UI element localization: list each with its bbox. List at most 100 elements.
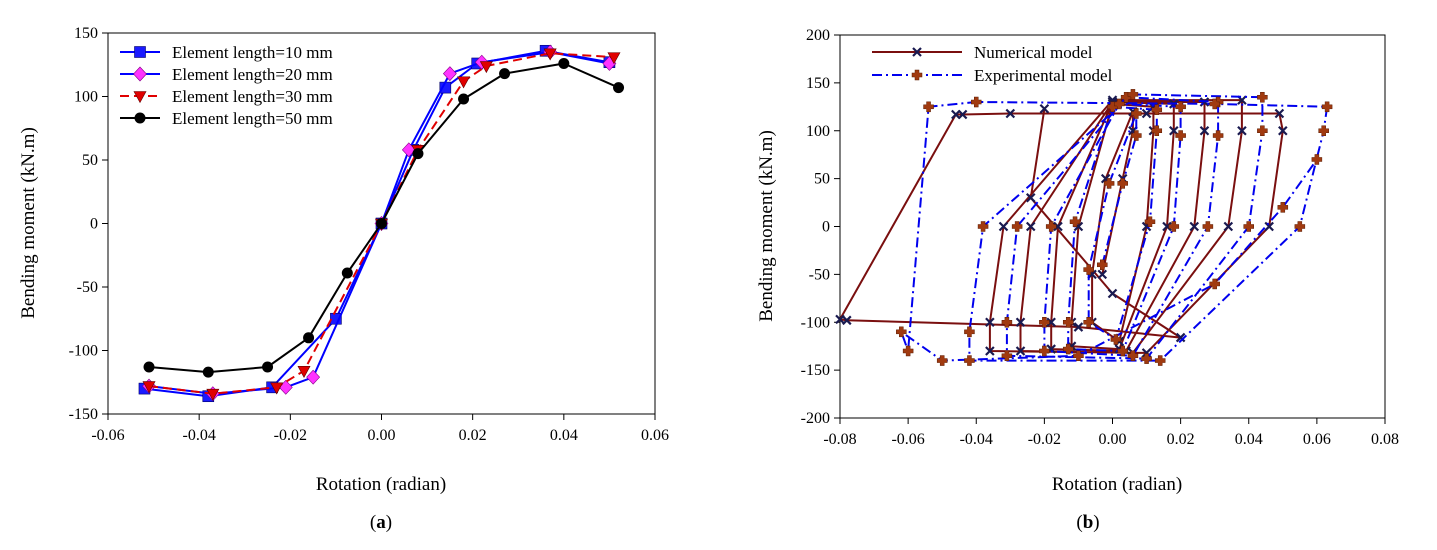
panel-b-legend-marker-2: [911, 69, 923, 81]
panel-b-series-2-point: [1175, 130, 1186, 141]
panel-b-series-2: [896, 89, 1333, 366]
panel-b-series-2-point: [1212, 130, 1224, 141]
panel-b-series-1-point: [1097, 269, 1108, 280]
panel-a-y-axis-title: Bending moment (kN.m): [18, 127, 39, 319]
panel-b-series-1-point: [1237, 125, 1247, 136]
panel-b-series-1-point: [1046, 317, 1056, 328]
panel-b-series-2-point: [1011, 221, 1023, 232]
panel-b-series-1-point: [1073, 322, 1084, 332]
panel-b-series-2-point: [1083, 264, 1094, 275]
panel-a-legend-label-1: Element length=10 mm: [172, 43, 333, 62]
panel-b-series-1-point: [1107, 288, 1118, 299]
panel-a-x-axis-title: Rotation (radian): [316, 474, 446, 495]
panel-a-legend-label-4: Element length=50 mm: [172, 109, 333, 128]
panel-a-series-4-point: [303, 332, 315, 344]
panel-b-series-2-point: [1141, 353, 1152, 364]
panel-a-legend-label-2: Element length=20 mm: [172, 65, 333, 84]
panel-b-label-close: ): [1093, 512, 1099, 533]
panel-b-series-2-point: [1311, 154, 1323, 165]
panel-a-y-tick-label: -100: [69, 343, 98, 360]
panel-b-x-tick-label: 0.00: [1099, 431, 1127, 448]
panel-a-series-4-point: [341, 267, 353, 279]
panel-b-series-2-point: [902, 345, 914, 357]
panel-b-series-2-point: [1117, 178, 1128, 189]
panel-b-x-axis: -0.08 -0.06 -0.04 -0.02 0.00 0.02 0.04 0.06 0.08: [823, 418, 1399, 448]
panel-b-series-1-point: [1015, 317, 1026, 328]
panel-b-series-2-point: [1154, 355, 1166, 366]
panel-a-series-3-point: [457, 76, 471, 89]
panel-b-series: [835, 89, 1333, 366]
panel-a-y-tick-label: -50: [77, 279, 98, 296]
panel-a-series-4-point: [558, 57, 570, 69]
panel-b-y-tick-label: 0: [822, 219, 830, 236]
panel-a-series-4-point: [376, 218, 387, 229]
panel-b-series-2-point: [1202, 221, 1214, 232]
panel-a-chart: -0.06 -0.04 -0.02 0.00 0.02 0.04 0.06 -150 -100…: [18, 25, 669, 533]
panel-b-series-2-point: [1001, 350, 1013, 362]
panel-b-x-axis-title: Rotation (radian): [1052, 474, 1182, 495]
panel-a-legend-marker-3: [133, 91, 147, 104]
panel-b-series-1-point: [998, 221, 1009, 232]
panel-b-series-2-point: [1294, 221, 1306, 232]
panel-b-series-2-point: [923, 101, 934, 113]
panel-b-series-2-point: [896, 326, 907, 338]
panel-b-series-1-point: [1039, 103, 1050, 114]
panel-b-y-axis: -200 -150 -100 -50 0 50 100 150 200: [801, 27, 840, 427]
panel-a-label: (a): [370, 512, 392, 533]
panel-b-chart: -0.08 -0.06 -0.04 -0.02 0.00 0.02 0.04 0.06 0.08…: [756, 27, 1399, 533]
panel-b-y-tick-label: 100: [806, 123, 830, 140]
panel-b-series-2-point: [1257, 91, 1268, 103]
panel-b-x-tick-label: 0.04: [1235, 431, 1263, 448]
panel-a-legend-marker-2: [133, 66, 147, 82]
panel-b-series-1-point: [842, 315, 852, 326]
panel-b-y-tick-label: -150: [801, 362, 830, 379]
panel-b-y-tick-label: -100: [801, 314, 830, 331]
panel-b-series-2-point: [1151, 125, 1163, 136]
panel-b-x-tick-label: -0.08: [823, 431, 856, 448]
panel-a-y-tick-label: -150: [69, 406, 98, 423]
panel-a-label-close: ): [386, 512, 392, 533]
panel-b-series-2-point: [1062, 343, 1074, 355]
panel-b-series-1-point: [1025, 221, 1036, 232]
panel-b-series-2-point: [1001, 317, 1013, 328]
panel-b-legend-label-2: Experimental model: [974, 66, 1113, 85]
panel-a-series-4-point: [202, 366, 214, 378]
panel-a-x-tick-label: 0.00: [368, 427, 396, 444]
panel-a-series-3-point: [206, 388, 220, 401]
panel-a-series-2-point: [306, 369, 321, 385]
panel-b-series-1-point: [1053, 221, 1063, 232]
panel-a-legend-label-3: Element length=30 mm: [172, 87, 333, 106]
panel-b-series-2-line: [900, 93, 1329, 362]
panel-b-series-2-point: [1083, 317, 1094, 328]
panel-b-series-2-point: [1318, 125, 1329, 136]
panel-a-series-4-point: [262, 361, 274, 373]
panel-b-legend-marker-1: [912, 47, 922, 57]
panel-b-series-2-point: [936, 355, 948, 366]
panel-b-series-2-point: [1062, 317, 1074, 328]
panel-a-label-letter: a: [376, 512, 386, 533]
panel-b-series-2-point: [1117, 345, 1128, 357]
panel-b-series-2-point: [964, 326, 975, 338]
panel-b-y-tick-label: 150: [806, 75, 830, 92]
panel-b-series-1-point: [1162, 221, 1172, 232]
panel-b-series-1-point: [1015, 346, 1026, 356]
panel-b-series-1-point: [1189, 221, 1200, 232]
panel-b-y-tick-label: 200: [806, 27, 830, 44]
panel-b-y-axis-title: Bending moment (kN.m): [756, 130, 777, 322]
panel-b-series-2-point: [1127, 350, 1139, 362]
panel-b-series-2-point: [1039, 345, 1050, 357]
panel-b-series-2-point: [1110, 334, 1122, 345]
panel-a-series-2-point: [442, 66, 457, 82]
panel-b-x-tick-label: -0.04: [960, 431, 993, 448]
panel-b-series-1-point: [1005, 108, 1016, 119]
panel-a-series-3-point: [479, 61, 493, 74]
panel-b-series-2-point: [1175, 101, 1186, 113]
panel-b-label-open: (: [1076, 512, 1082, 533]
panel-a-x-tick-label: -0.06: [91, 427, 124, 444]
panel-a-legend-marker-1: [134, 46, 146, 58]
panel-a-y-tick-label: 100: [74, 89, 98, 106]
panel-b-series-2-point: [1151, 104, 1163, 115]
panel-b-series-2-point: [1209, 278, 1220, 290]
panel-b-x-tick-label: 0.06: [1303, 431, 1331, 448]
